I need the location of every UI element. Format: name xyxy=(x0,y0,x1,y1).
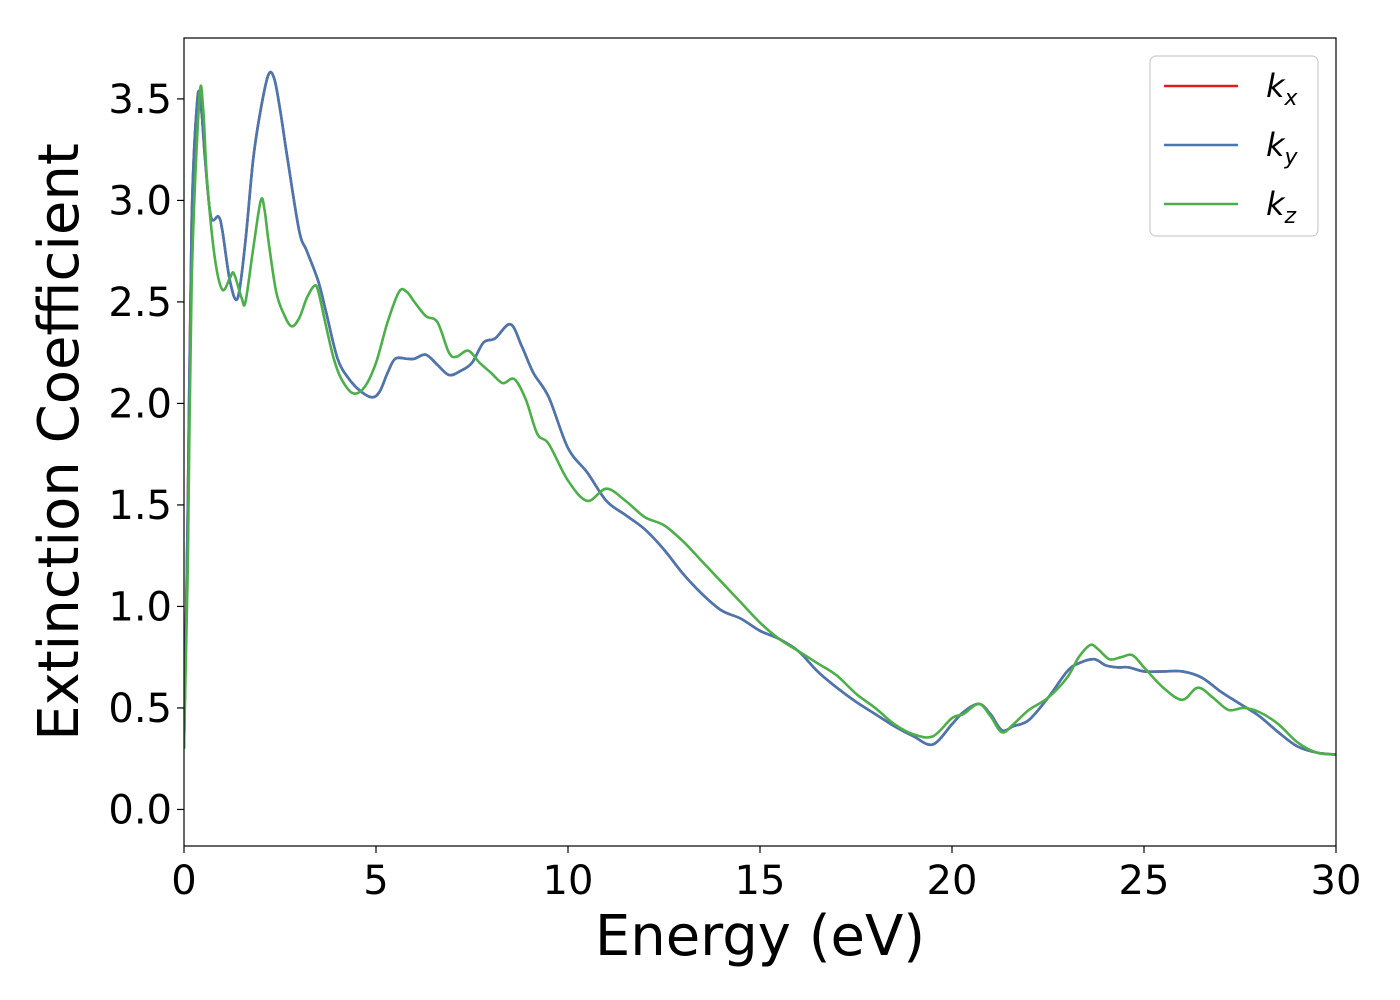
y-tick-label: 1.0 xyxy=(108,584,172,630)
plot-area xyxy=(184,70,1336,756)
y-tick-label: 1.5 xyxy=(108,483,172,529)
y-tick-label: 3.5 xyxy=(108,77,172,123)
series-line-ky xyxy=(184,70,1336,756)
y-tick-label: 3.0 xyxy=(108,178,172,224)
plot-frame xyxy=(183,37,1337,847)
y-tick-label: 2.0 xyxy=(108,381,172,427)
x-tick-label: 5 xyxy=(363,858,388,904)
y-axis-ticks: 0.0 0.5 1.0 1.5 2.0 2.5 3.0 3.5 xyxy=(108,77,184,833)
series-line-kz xyxy=(184,84,1336,756)
legend-label-kx: kx xyxy=(1266,67,1299,111)
y-axis-label: Extinction Coefficient xyxy=(27,143,92,741)
x-tick-label: 10 xyxy=(543,858,594,904)
x-tick-label: 15 xyxy=(735,858,786,904)
y-tick-label: 0.5 xyxy=(108,686,172,732)
x-tick-label: 0 xyxy=(171,858,196,904)
x-tick-label: 20 xyxy=(927,858,978,904)
x-tick-label: 30 xyxy=(1311,858,1362,904)
x-tick-label: 25 xyxy=(1119,858,1170,904)
legend-label-kz: kz xyxy=(1266,185,1297,229)
legend-label-ky: ky xyxy=(1266,126,1299,170)
legend: kx ky kz xyxy=(1149,55,1319,237)
x-axis-ticks: 0 5 10 15 20 25 30 xyxy=(171,846,1361,904)
y-tick-label: 0.0 xyxy=(108,787,172,833)
x-axis-label: Energy (eV) xyxy=(595,904,925,969)
y-tick-label: 2.5 xyxy=(108,280,172,326)
